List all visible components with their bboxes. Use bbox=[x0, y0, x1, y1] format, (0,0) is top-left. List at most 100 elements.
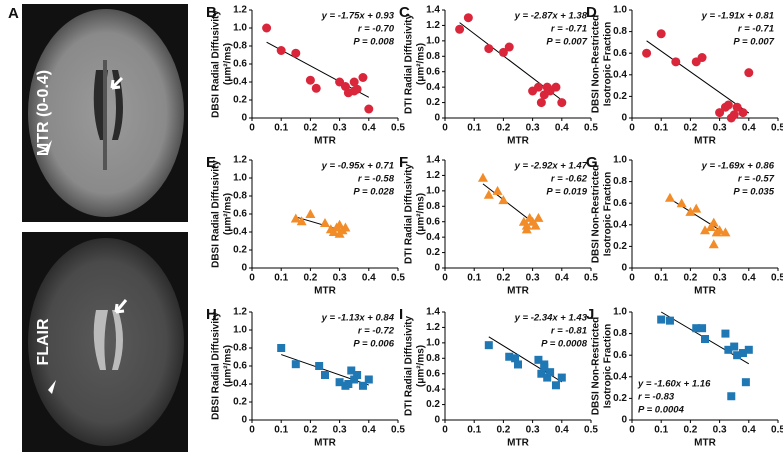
y-tick-label: 0.2 bbox=[233, 95, 247, 106]
stat-annotation: y = -1.69x + 0.86 bbox=[701, 161, 775, 172]
stat-annotation: P = 0.008 bbox=[353, 37, 394, 48]
point bbox=[492, 185, 503, 195]
x-tick-label: 0.1 bbox=[654, 123, 668, 134]
y-axis-label: (μm²/ms) bbox=[223, 345, 234, 387]
x-tick-label: 0.2 bbox=[683, 273, 697, 284]
x-tick-label: 0.5 bbox=[391, 123, 405, 134]
point bbox=[505, 352, 514, 361]
y-tick-label: 0.2 bbox=[426, 399, 440, 410]
point bbox=[730, 342, 739, 351]
point bbox=[738, 108, 748, 118]
y-tick-label: 0.4 bbox=[613, 371, 627, 382]
y-tick-label: 0 bbox=[241, 113, 247, 124]
stat-annotation: P = 0.028 bbox=[353, 187, 394, 198]
point bbox=[744, 345, 753, 354]
x-tick-label: 0.5 bbox=[584, 123, 598, 134]
stat-annotation: P = 0.007 bbox=[546, 37, 587, 48]
point bbox=[671, 57, 681, 67]
point bbox=[353, 371, 362, 379]
x-tick-label: 0.3 bbox=[713, 425, 727, 436]
y-axis-label: Isotropic Fraction bbox=[603, 172, 614, 256]
stat-annotation: P = 0.019 bbox=[546, 187, 587, 198]
x-tick-label: 0.3 bbox=[526, 425, 540, 436]
x-tick-label: 0.4 bbox=[555, 123, 569, 134]
y-tick-label: 0.8 bbox=[233, 41, 247, 52]
y-axis-label: Isotropic Fraction bbox=[603, 22, 614, 106]
point bbox=[483, 189, 494, 199]
point bbox=[349, 86, 359, 96]
x-tick-label: 0 bbox=[442, 425, 448, 436]
x-tick-label: 0 bbox=[629, 123, 635, 134]
y-axis-label: DBSI Non-Restricted bbox=[591, 165, 602, 263]
y-tick-label: 1.2 bbox=[233, 5, 247, 16]
y-tick-label: 0 bbox=[621, 415, 627, 426]
x-tick-label: 0.3 bbox=[333, 123, 347, 134]
y-tick-label: 0 bbox=[241, 415, 247, 426]
point bbox=[551, 381, 560, 390]
y-tick-label: 0.4 bbox=[613, 219, 627, 230]
panel-letter: B bbox=[206, 4, 217, 21]
stat-annotation: r = -0.81 bbox=[551, 326, 587, 337]
y-tick-label: 0.2 bbox=[613, 393, 627, 404]
y-tick-label: 0.4 bbox=[426, 232, 440, 243]
point bbox=[697, 53, 707, 63]
y-axis-label: (μm²/ms) bbox=[416, 345, 427, 387]
x-tick-label: 0.2 bbox=[303, 425, 317, 436]
x-tick-label: 0.5 bbox=[584, 273, 598, 284]
x-axis-label: MTR bbox=[694, 438, 716, 449]
y-tick-label: 1.2 bbox=[233, 307, 247, 318]
stat-annotation: y = -2.92x + 1.47 bbox=[514, 161, 588, 172]
stat-annotation: P = 0.007 bbox=[733, 37, 774, 48]
y-axis-label: (μm²/ms) bbox=[223, 43, 234, 85]
y-tick-label: 1.0 bbox=[233, 23, 247, 34]
x-tick-label: 0 bbox=[442, 123, 448, 134]
x-axis-label: MTR bbox=[507, 438, 529, 449]
x-tick-label: 0.2 bbox=[683, 425, 697, 436]
x-tick-label: 0.4 bbox=[742, 123, 756, 134]
y-tick-label: 0 bbox=[621, 263, 627, 274]
x-tick-label: 0.1 bbox=[467, 273, 481, 284]
y-tick-label: 0.6 bbox=[426, 216, 440, 227]
point bbox=[262, 23, 272, 33]
stat-annotation: r = -0.72 bbox=[358, 326, 395, 337]
y-tick-label: 0 bbox=[241, 263, 247, 274]
y-axis-label: Isotropic Fraction bbox=[603, 324, 614, 408]
y-tick-label: 0.8 bbox=[426, 353, 440, 364]
point bbox=[325, 224, 336, 234]
x-tick-label: 0.1 bbox=[467, 425, 481, 436]
y-tick-label: 0.4 bbox=[426, 384, 440, 395]
x-tick-label: 0.1 bbox=[654, 273, 668, 284]
panel-letter: G bbox=[586, 154, 598, 171]
point bbox=[733, 351, 742, 360]
point bbox=[726, 113, 736, 123]
point bbox=[341, 381, 350, 390]
point bbox=[347, 366, 356, 375]
x-tick-label: 0.2 bbox=[496, 123, 510, 134]
y-tick-label: 1.0 bbox=[233, 325, 247, 336]
point bbox=[534, 355, 543, 364]
point bbox=[537, 369, 546, 378]
x-tick-label: 0 bbox=[442, 273, 448, 284]
x-axis-label: MTR bbox=[694, 136, 716, 147]
y-tick-label: 0.8 bbox=[233, 343, 247, 354]
point bbox=[708, 239, 719, 249]
point bbox=[657, 315, 666, 324]
y-tick-label: 1.0 bbox=[613, 5, 627, 16]
point bbox=[290, 213, 301, 223]
point bbox=[536, 98, 546, 108]
point bbox=[540, 363, 549, 372]
y-tick-label: 1.2 bbox=[426, 170, 440, 181]
x-tick-label: 0.2 bbox=[496, 273, 510, 284]
y-axis-label: DBSI Radial Diffusivity bbox=[211, 10, 222, 118]
image-label: MTR (0-0.4) bbox=[35, 70, 52, 156]
x-tick-label: 0.2 bbox=[303, 123, 317, 134]
x-tick-label: 0.3 bbox=[713, 273, 727, 284]
point bbox=[714, 225, 725, 235]
point bbox=[533, 82, 543, 92]
point bbox=[364, 375, 373, 384]
x-tick-label: 0.3 bbox=[333, 425, 347, 436]
point bbox=[484, 341, 493, 350]
stat-annotation: y = -1.60x + 1.16 bbox=[637, 379, 711, 390]
point bbox=[484, 44, 494, 54]
point bbox=[744, 68, 754, 78]
